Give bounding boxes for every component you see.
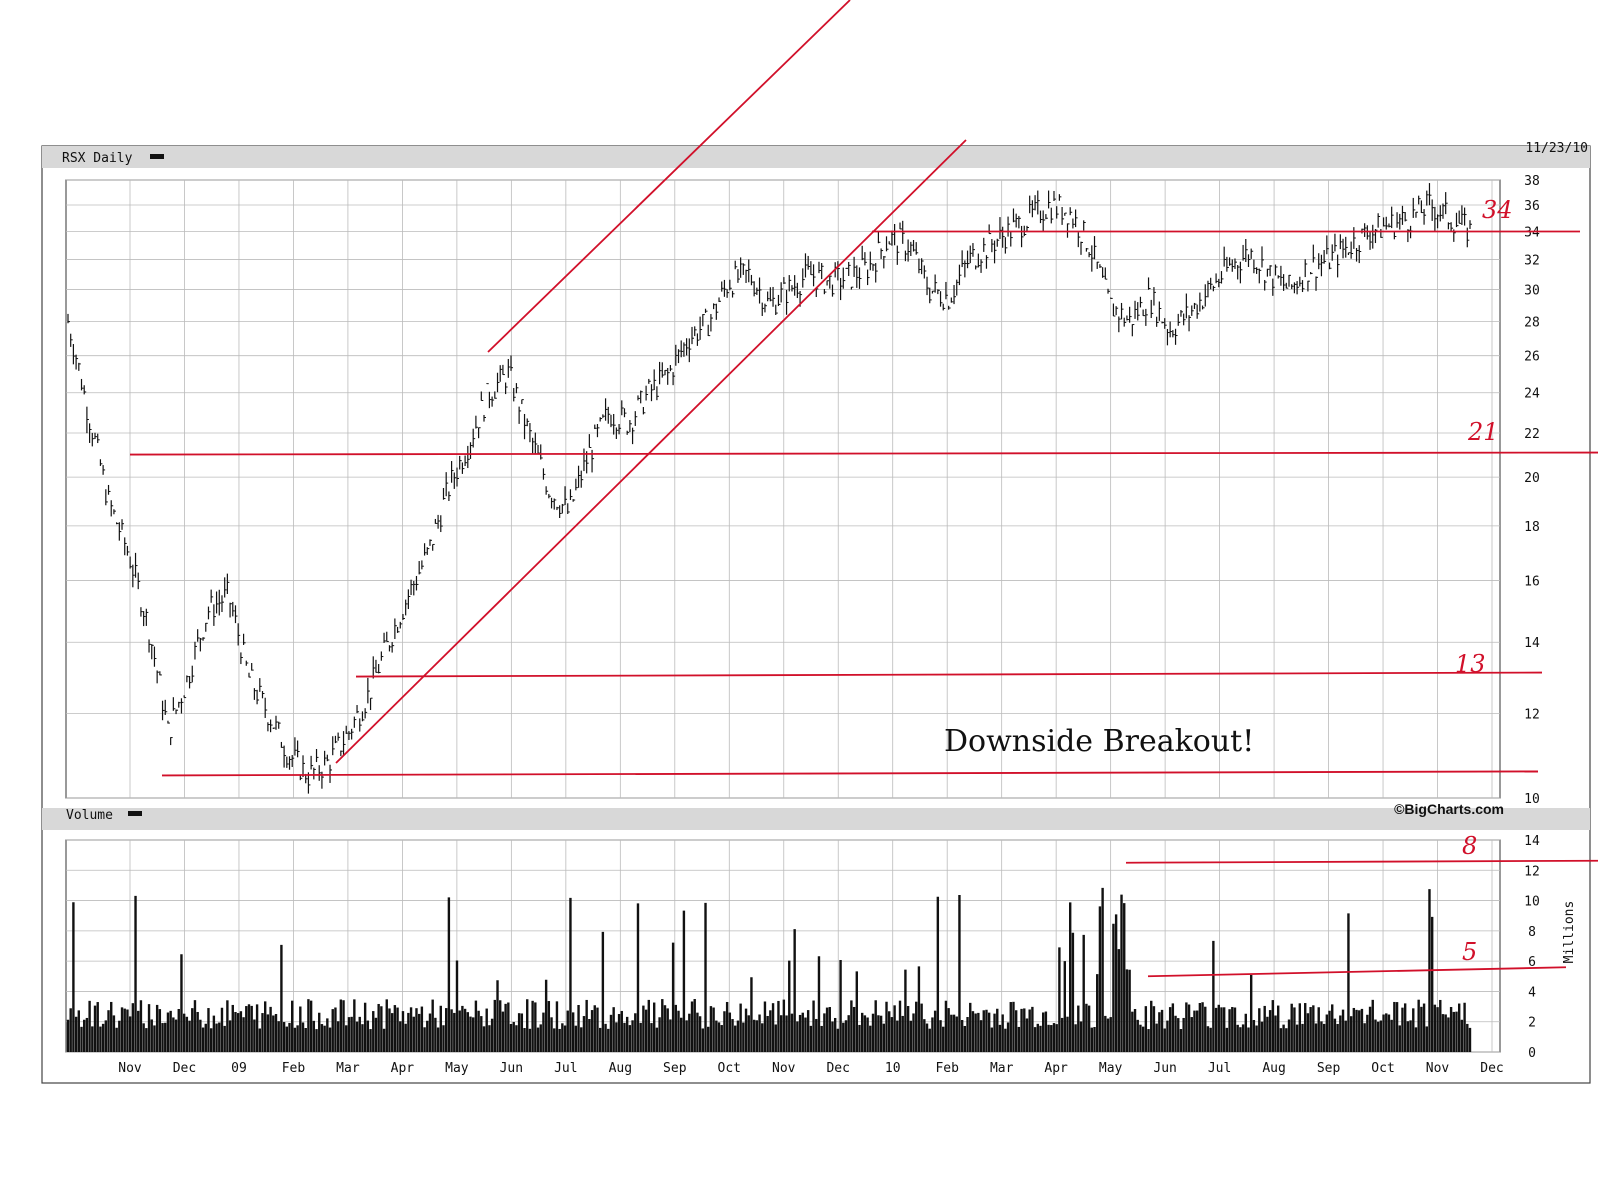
- volume-y-tick-label: 12: [1524, 864, 1540, 879]
- price-title-swatch: [150, 154, 164, 159]
- x-tick-label: Aug: [609, 1061, 632, 1076]
- volume-y-axis: 0 2 4 6 8 10 12 14: [1524, 834, 1540, 1061]
- price-chart-title: RSX Daily: [62, 151, 133, 166]
- volume-title-swatch: [128, 811, 142, 816]
- hand-annotations: [129, 0, 1599, 978]
- x-tick-label: 09: [231, 1061, 247, 1076]
- volume-y-label: Millions: [1562, 901, 1577, 964]
- volume-y-tick-label: 0: [1528, 1046, 1536, 1061]
- volume-level-line-8: [1125, 859, 1599, 864]
- x-tick-label: Dec: [173, 1061, 196, 1076]
- price-y-tick-label: 16: [1524, 574, 1540, 589]
- price-y-tick-label: 26: [1524, 350, 1540, 365]
- x-tick-label: Jul: [1208, 1061, 1231, 1076]
- credit-label: ©BigCharts.com: [1394, 801, 1504, 817]
- x-tick-label: Mar: [336, 1061, 360, 1076]
- x-tick-label: May: [1099, 1061, 1123, 1076]
- outer-frame: [41, 145, 1591, 1084]
- volume-y-tick-label: 6: [1528, 955, 1536, 970]
- volume-level-label-5: 5: [1462, 938, 1477, 966]
- price-y-tick-label: 20: [1524, 471, 1540, 486]
- x-tick-label: Apr: [1044, 1061, 1068, 1076]
- x-tick-label: Oct: [718, 1061, 741, 1076]
- x-tick-label: Mar: [990, 1061, 1014, 1076]
- price-y-tick-label: 32: [1524, 254, 1540, 269]
- volume-level-line-5: [1147, 966, 1567, 978]
- price-y-tick-label: 18: [1524, 520, 1540, 535]
- x-tick-label: Jun: [500, 1061, 523, 1076]
- x-tick-label: Dec: [826, 1061, 849, 1076]
- x-tick-label: Aug: [1262, 1061, 1285, 1076]
- x-tick-label: Jun: [1153, 1061, 1176, 1076]
- price-chart-date: 11/23/10: [1525, 141, 1588, 156]
- price-title-bar: [42, 146, 1590, 168]
- x-tick-label: Feb: [935, 1061, 959, 1076]
- x-tick-label: Sep: [1317, 1061, 1341, 1076]
- price-y-tick-label: 38: [1524, 174, 1540, 189]
- x-tick-label: Dec: [1480, 1061, 1503, 1076]
- volume-chart-title: Volume: [66, 808, 113, 823]
- price-y-tick-label: 30: [1524, 283, 1540, 298]
- x-tick-label: Apr: [391, 1061, 415, 1076]
- chart-frame: [41, 145, 1591, 1084]
- x-tick-label: Jul: [554, 1061, 577, 1076]
- price-y-tick-label: 10: [1524, 792, 1540, 807]
- uptrend-line: [335, 139, 967, 764]
- level-line-13: [355, 671, 1543, 678]
- level-label-13: 13: [1455, 650, 1486, 678]
- x-tick-label: Nov: [1426, 1061, 1450, 1076]
- volume-y-tick-label: 2: [1528, 1016, 1536, 1031]
- x-tick-label: Sep: [663, 1061, 687, 1076]
- x-axis: Nov Dec 09 Feb Mar Apr May Jun Jul Aug Sep Oct Nov De…: [118, 1061, 1503, 1076]
- level-label-34: 34: [1482, 196, 1513, 224]
- volume-level-label-8: 8: [1462, 832, 1477, 860]
- x-tick-label: May: [445, 1061, 469, 1076]
- x-tick-label: 10: [885, 1061, 901, 1076]
- price-y-tick-label: 12: [1524, 708, 1540, 723]
- price-y-tick-label: 34: [1524, 225, 1540, 240]
- upper-channel-line: [487, 0, 851, 353]
- level-label-21: 21: [1467, 418, 1499, 446]
- volume-bars: [66, 887, 1472, 1052]
- volume-title-bar: [42, 808, 1590, 830]
- price-y-tick-label: 36: [1524, 199, 1540, 214]
- price-y-tick-label: 28: [1524, 315, 1540, 330]
- price-y-tick-label: 24: [1524, 387, 1540, 402]
- volume-y-tick-label: 14: [1524, 834, 1540, 849]
- level-line-21: [129, 451, 1599, 456]
- x-tick-label: Nov: [772, 1061, 796, 1076]
- price-y-tick-label: 22: [1524, 427, 1540, 442]
- price-y-tick-label: 14: [1524, 636, 1540, 651]
- level-line-low: [161, 770, 1539, 777]
- price-bars: [67, 183, 1472, 794]
- volume-y-tick-label: 10: [1524, 895, 1540, 910]
- volume-y-tick-label: 4: [1528, 985, 1536, 1000]
- volume-y-tick-label: 8: [1528, 925, 1536, 940]
- x-tick-label: Feb: [282, 1061, 306, 1076]
- price-y-axis: 10 12 14 16 18 20 22 24 26 28 30 32 34 36 38: [1524, 174, 1540, 807]
- x-tick-label: Oct: [1371, 1061, 1394, 1076]
- downside-breakout-annotation: Downside Breakout!: [944, 724, 1254, 759]
- x-tick-label: Nov: [118, 1061, 142, 1076]
